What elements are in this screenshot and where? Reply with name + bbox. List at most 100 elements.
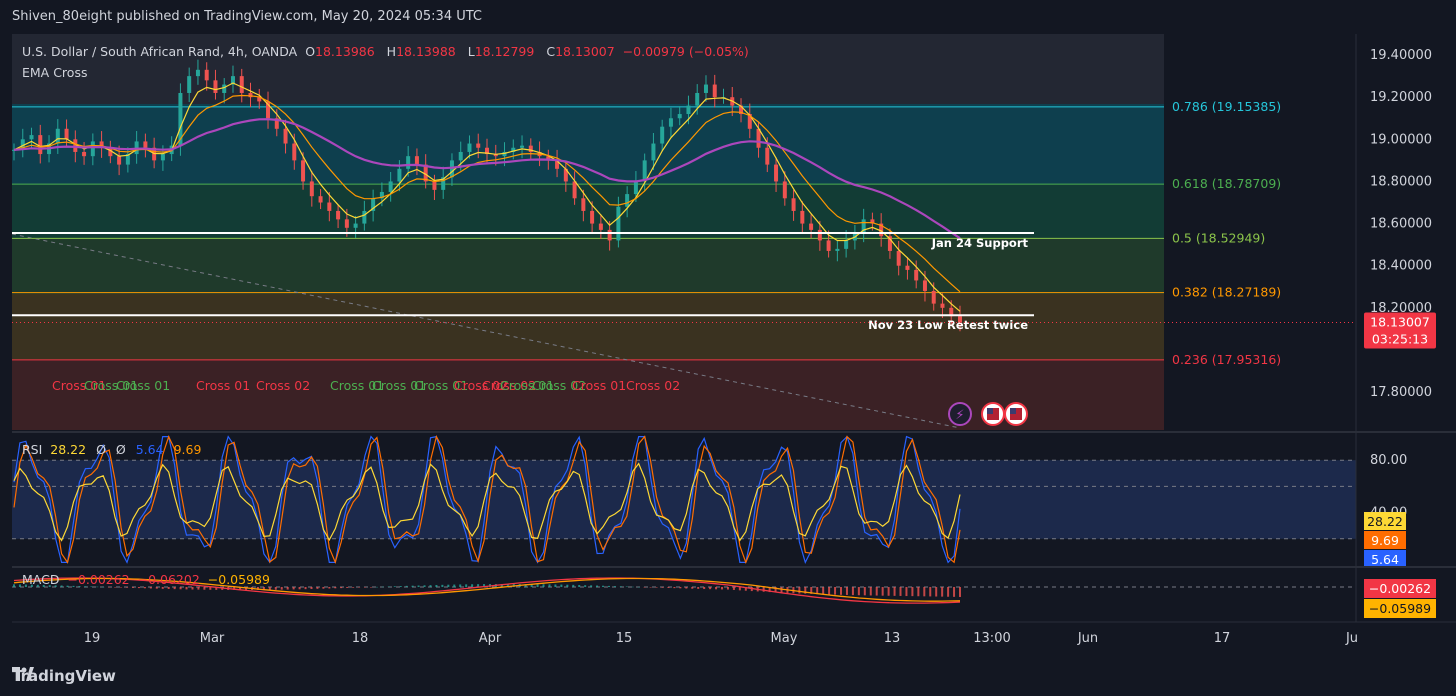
candle-body[interactable] bbox=[327, 202, 332, 211]
candle-body[interactable] bbox=[108, 147, 113, 157]
rsi-value-badge[interactable] bbox=[1364, 512, 1406, 530]
candle-body[interactable] bbox=[747, 114, 752, 129]
candle-body[interactable] bbox=[607, 229, 612, 241]
candle-body[interactable] bbox=[248, 92, 253, 98]
candle-body[interactable] bbox=[266, 101, 271, 119]
candle-body[interactable] bbox=[55, 128, 60, 144]
candle-body[interactable] bbox=[896, 250, 901, 266]
candle-body[interactable] bbox=[178, 92, 183, 146]
candle-body[interactable] bbox=[598, 223, 603, 230]
candle-body[interactable] bbox=[502, 151, 507, 157]
candle-body[interactable] bbox=[371, 198, 376, 211]
candle-body[interactable] bbox=[581, 198, 586, 211]
candle-body[interactable] bbox=[546, 156, 551, 161]
candle-body[interactable] bbox=[467, 143, 472, 152]
candle-body[interactable] bbox=[38, 135, 43, 155]
candle-body[interactable] bbox=[292, 143, 297, 161]
candle-body[interactable] bbox=[703, 84, 708, 93]
lightning-icon[interactable] bbox=[948, 402, 972, 426]
candle-body[interactable] bbox=[204, 69, 209, 81]
macd-pane[interactable]: −0.00262 −0.05989 bbox=[12, 577, 1436, 618]
rsi-value-badge[interactable] bbox=[1364, 550, 1406, 568]
candle-body[interactable] bbox=[423, 164, 428, 182]
candle-body[interactable] bbox=[572, 181, 577, 199]
candle-body[interactable] bbox=[511, 147, 516, 152]
candle-body[interactable] bbox=[887, 236, 892, 251]
candle-body[interactable] bbox=[949, 307, 954, 317]
macd-value-badge[interactable] bbox=[1364, 579, 1436, 598]
candle-body[interactable] bbox=[90, 141, 95, 157]
macd-line[interactable] bbox=[13, 577, 961, 604]
candle-body[interactable] bbox=[590, 210, 595, 224]
candle-body[interactable] bbox=[677, 114, 682, 119]
candle-body[interactable] bbox=[476, 143, 481, 148]
ema-long-line[interactable] bbox=[13, 118, 961, 240]
macd-value-badge[interactable] bbox=[1364, 599, 1436, 618]
event-icons[interactable]: ⚡ bbox=[948, 402, 1028, 426]
candle-body[interactable] bbox=[449, 160, 454, 178]
ema-slow-line[interactable] bbox=[13, 94, 961, 293]
candle-body[interactable] bbox=[143, 141, 148, 148]
candle-body[interactable] bbox=[20, 139, 25, 150]
candle-body[interactable] bbox=[520, 145, 525, 148]
candle-body[interactable] bbox=[362, 210, 367, 224]
candle-body[interactable] bbox=[695, 92, 700, 106]
trend-line[interactable] bbox=[12, 233, 961, 429]
candle-body[interactable] bbox=[432, 181, 437, 190]
candle-body[interactable] bbox=[870, 219, 875, 224]
candle-body[interactable] bbox=[844, 240, 849, 249]
candle-body[interactable] bbox=[222, 84, 227, 93]
candle-body[interactable] bbox=[555, 160, 560, 169]
candle-body[interactable] bbox=[651, 143, 656, 161]
candle-body[interactable] bbox=[712, 84, 717, 98]
candle-body[interactable] bbox=[835, 248, 840, 251]
time-axis[interactable]: 19 Mar 18 Apr 15 May 13 13:00 Jun 17 Ju bbox=[84, 631, 1358, 646]
candle-body[interactable] bbox=[826, 240, 831, 251]
rsi-value-badge[interactable] bbox=[1364, 531, 1406, 549]
candle-body[interactable] bbox=[195, 69, 200, 77]
candle-body[interactable] bbox=[64, 128, 69, 140]
candle-body[interactable] bbox=[905, 265, 910, 270]
candle-body[interactable] bbox=[809, 223, 814, 230]
candle-body[interactable] bbox=[633, 181, 638, 195]
candle-body[interactable] bbox=[274, 118, 279, 129]
macd-signal-line[interactable] bbox=[13, 577, 961, 602]
candle-body[interactable] bbox=[414, 156, 419, 165]
candle-body[interactable] bbox=[301, 160, 306, 182]
candle-body[interactable] bbox=[458, 151, 463, 161]
candle-body[interactable] bbox=[230, 76, 235, 85]
candle-body[interactable] bbox=[344, 219, 349, 228]
candle-body[interactable] bbox=[686, 105, 691, 115]
candle-body[interactable] bbox=[774, 164, 779, 182]
rsi-line[interactable] bbox=[13, 462, 961, 542]
candle-body[interactable] bbox=[756, 128, 761, 148]
candle-body[interactable] bbox=[117, 156, 122, 165]
candle-body[interactable] bbox=[861, 219, 866, 232]
candle-body[interactable] bbox=[958, 316, 962, 323]
candle-body[interactable] bbox=[353, 223, 358, 228]
candle-body[interactable] bbox=[739, 105, 744, 115]
rsi-legend[interactable]: RSI 28.22 Ø Ø 5.64 9.69 bbox=[22, 442, 201, 457]
candle-body[interactable] bbox=[791, 198, 796, 211]
tradingview-brand[interactable]: TradingView bbox=[12, 667, 116, 685]
candle-body[interactable] bbox=[940, 303, 945, 308]
candle-body[interactable] bbox=[379, 191, 384, 199]
symbol-line[interactable]: U.S. Dollar / South African Rand, 4h, OA… bbox=[22, 44, 749, 59]
candle-body[interactable] bbox=[82, 151, 87, 157]
ema-cross-label[interactable]: EMA Cross bbox=[22, 65, 87, 80]
candle-body[interactable] bbox=[239, 76, 244, 93]
candle-body[interactable] bbox=[879, 223, 884, 237]
candle-body[interactable] bbox=[485, 147, 489, 155]
price-axis[interactable]: 19.40000 19.20000 19.00000 18.80000 18.60000… bbox=[1364, 48, 1436, 400]
candle-body[interactable] bbox=[12, 149, 16, 151]
candle-body[interactable] bbox=[160, 154, 165, 161]
candle-body[interactable] bbox=[528, 145, 533, 152]
candle-body[interactable] bbox=[125, 154, 130, 165]
candle-body[interactable] bbox=[668, 118, 673, 127]
candle-body[interactable] bbox=[397, 168, 402, 182]
candle-body[interactable] bbox=[817, 229, 822, 241]
stoch-k-line[interactable] bbox=[13, 435, 961, 565]
candle-body[interactable] bbox=[73, 139, 78, 152]
last-price-badge[interactable] bbox=[1364, 312, 1436, 349]
